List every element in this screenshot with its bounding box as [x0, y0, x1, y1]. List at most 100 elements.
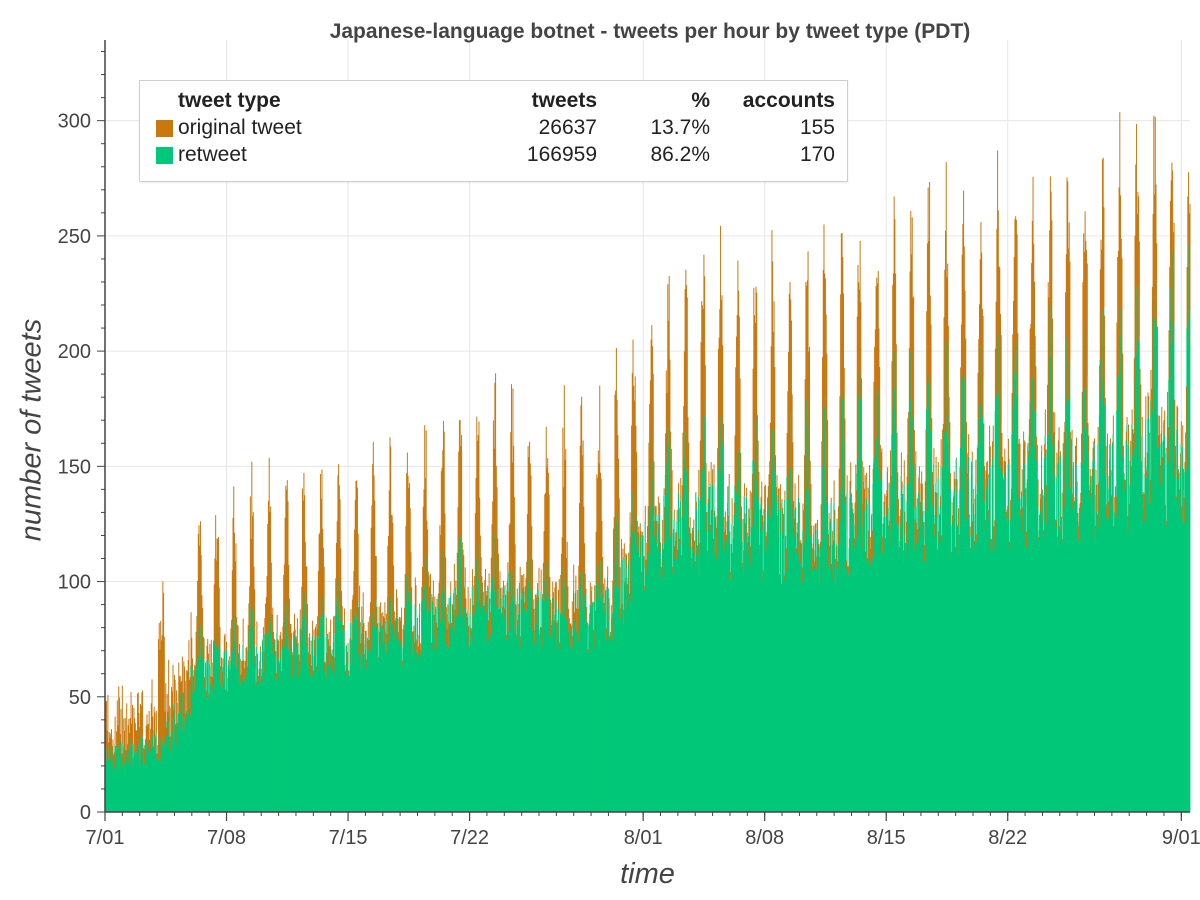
retweet-bar — [575, 632, 578, 812]
retweet-bar — [1031, 378, 1033, 812]
retweet-bar — [578, 641, 580, 812]
original-tweet-bar — [469, 646, 471, 648]
retweet-bar — [333, 633, 335, 812]
retweet-bar — [658, 530, 660, 812]
original-tweet-bar — [434, 596, 436, 616]
retweet-bar — [845, 568, 847, 812]
retweet-bar — [452, 609, 454, 812]
retweet-bar — [715, 555, 717, 812]
retweet-bar — [850, 488, 852, 812]
retweet-bar — [798, 523, 800, 812]
retweet-bar — [1145, 477, 1147, 812]
retweet-bar — [189, 715, 191, 812]
original-tweet-bar — [110, 733, 112, 747]
retweet-bar — [404, 629, 406, 812]
retweet-bar — [380, 626, 382, 812]
retweet-bar — [1137, 340, 1140, 812]
retweet-bar — [478, 600, 481, 812]
retweet-bar — [208, 697, 210, 812]
retweet-bar — [883, 516, 885, 812]
retweet-bar — [972, 536, 974, 812]
original-tweet-bar — [125, 750, 127, 758]
retweet-bar — [342, 630, 344, 812]
retweet-bar — [146, 738, 148, 812]
original-tweet-bar — [1162, 456, 1164, 465]
retweet-bar — [344, 666, 346, 812]
retweet-bar — [216, 622, 218, 812]
retweet-bar — [1114, 510, 1116, 812]
retweet-bar — [1059, 456, 1061, 812]
retweet-bar — [109, 759, 111, 812]
retweet-bar — [706, 531, 708, 812]
original-tweet-bar — [555, 582, 557, 603]
original-tweet-bar — [946, 277, 948, 435]
original-tweet-bar — [177, 722, 179, 727]
retweet-bar — [373, 620, 375, 812]
original-tweet-bar — [361, 606, 363, 634]
original-tweet-bar — [782, 507, 784, 533]
retweet-bar — [829, 570, 831, 812]
original-tweet-bar — [526, 514, 528, 585]
original-tweet-bar — [117, 725, 119, 749]
retweet-bar — [1117, 375, 1119, 812]
original-tweet-bar — [221, 671, 223, 689]
original-tweet-bar — [513, 445, 515, 603]
original-tweet-bar — [947, 325, 949, 415]
original-tweet-bar — [214, 558, 216, 639]
original-tweet-bar — [471, 630, 473, 644]
original-tweet-bar — [242, 618, 244, 645]
original-tweet-bar — [1063, 431, 1065, 459]
original-tweet-bar — [586, 622, 588, 634]
retweet-bar — [717, 468, 719, 812]
retweet-bar — [1187, 321, 1189, 812]
retweet-bar — [330, 668, 332, 812]
retweet-bar — [528, 582, 530, 812]
y-tick-label: 200 — [58, 341, 91, 363]
retweet-bar — [1100, 400, 1102, 812]
original-tweet-bar — [439, 525, 441, 581]
retweet-bar — [723, 549, 725, 812]
original-tweet-bar — [877, 270, 879, 394]
retweet-bar — [154, 748, 156, 812]
original-tweet-bar — [767, 497, 769, 511]
retweet-bar — [863, 481, 865, 812]
retweet-bar — [973, 503, 975, 812]
original-tweet-bar — [699, 440, 701, 501]
retweet-bar — [909, 400, 911, 812]
retweet-bar — [1057, 463, 1059, 812]
retweet-bar — [1060, 531, 1062, 812]
original-tweet-bar — [777, 488, 779, 496]
retweet-bar — [510, 557, 512, 812]
retweet-bar — [405, 575, 408, 812]
original-tweet-bar — [578, 565, 580, 642]
original-tweet-bar — [108, 732, 110, 757]
original-tweet-bar — [931, 418, 933, 509]
retweet-bar — [115, 748, 117, 812]
original-tweet-bar — [340, 548, 342, 610]
original-tweet-bar — [187, 660, 189, 715]
retweet-bar — [635, 552, 637, 812]
retweet-bar — [328, 640, 330, 812]
original-tweet-bar — [131, 723, 133, 741]
original-tweet-bar — [680, 477, 682, 502]
original-tweet-bar — [671, 470, 673, 511]
original-tweet-bar — [371, 505, 373, 627]
original-tweet-bar — [918, 466, 920, 475]
original-tweet-bar — [819, 542, 821, 547]
original-tweet-bar — [979, 259, 981, 405]
original-tweet-bar — [555, 582, 557, 602]
retweet-bar — [1074, 445, 1077, 812]
original-tweet-bar — [341, 591, 343, 639]
original-tweet-bar — [129, 732, 131, 761]
retweet-bar — [793, 536, 795, 812]
retweet-bar — [461, 615, 463, 812]
retweet-bar — [596, 587, 598, 812]
retweet-bar — [270, 618, 272, 812]
retweet-bar — [595, 585, 597, 812]
retweet-bar — [1098, 415, 1100, 812]
retweet-bar — [822, 464, 824, 812]
original-tweet-bar — [482, 582, 484, 586]
retweet-bar — [427, 601, 429, 812]
retweet-bar — [1055, 527, 1057, 812]
retweet-bar — [818, 583, 821, 812]
